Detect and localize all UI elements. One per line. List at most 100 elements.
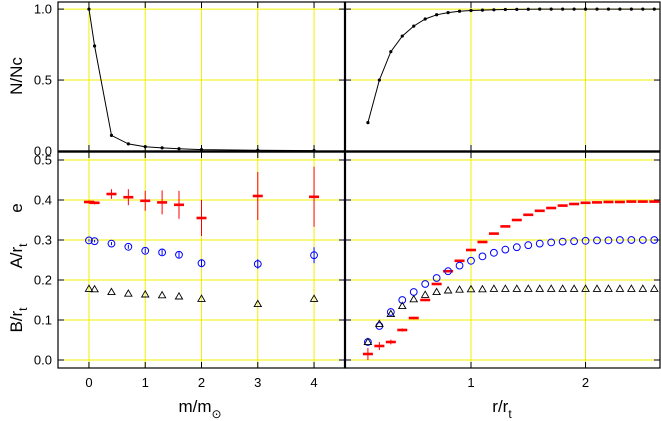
data-point: [652, 7, 656, 11]
data-point-b: [363, 337, 373, 346]
data-point-b: [140, 289, 150, 298]
data-point-a: [398, 296, 407, 304]
data-point: [561, 7, 565, 11]
data-point-b: [489, 284, 499, 292]
data-point-b: [466, 284, 476, 293]
data-point-b: [558, 284, 568, 292]
data-point-a: [107, 239, 116, 248]
data-point: [538, 7, 542, 11]
data-point-b: [500, 284, 510, 292]
data-point-a: [547, 238, 556, 247]
data-point: [583, 7, 588, 11]
xlabel-right-sub: t: [508, 407, 512, 421]
data-point: [641, 7, 645, 11]
data-point-a: [197, 259, 206, 268]
data-point-b: [535, 284, 545, 292]
data-point-b: [432, 287, 442, 296]
data-point-a: [478, 252, 487, 261]
data-point-b: [478, 284, 487, 293]
y-tick-label: 0.4: [34, 193, 52, 208]
ylabel-bottom-a-sub: t: [16, 243, 30, 247]
data-point-b: [157, 290, 167, 299]
data-point: [595, 7, 599, 11]
data-point: [143, 145, 147, 149]
data-point-b: [512, 284, 522, 292]
data-point-b: [253, 299, 263, 308]
data-point: [435, 13, 439, 17]
data-point: [492, 8, 496, 12]
data-point-a: [490, 248, 498, 257]
data-point-b: [374, 319, 384, 328]
data-point-a: [175, 250, 183, 259]
x-tick-label: 1: [142, 375, 149, 390]
ylabel-top: N/Nc: [7, 57, 26, 95]
data-point-b: [84, 284, 94, 292]
data-point-a: [421, 280, 430, 288]
data-point: [423, 17, 427, 21]
data-point: [515, 7, 519, 11]
data-point: [389, 50, 393, 54]
data-point: [549, 7, 553, 11]
data-point: [572, 7, 576, 11]
data-point: [109, 133, 114, 137]
data-point-a: [638, 236, 647, 244]
y-tick-label: 0.5: [34, 153, 52, 168]
ylabel-bottom-a: A/rt: [7, 243, 30, 269]
series-line: [367, 8, 655, 123]
data-point-b: [397, 301, 407, 310]
data-point-a: [85, 236, 93, 245]
y-tick-label: 0.1: [34, 313, 52, 328]
data-point-b: [409, 294, 419, 303]
data-point-a: [501, 245, 510, 254]
data-point-b: [309, 294, 319, 302]
data-point: [126, 142, 130, 146]
y-tick-label: 0.2: [34, 273, 52, 288]
y-tick-label: 0.5: [34, 73, 52, 88]
data-point: [618, 7, 622, 11]
xlabel-left-sub: ⊙: [211, 407, 221, 421]
data-point-a: [512, 243, 521, 252]
data-point-a: [581, 236, 590, 245]
y-tick-label: 0.3: [34, 233, 52, 248]
data-point: [160, 146, 164, 150]
data-point-a: [158, 248, 167, 257]
data-point: [87, 7, 91, 11]
data-point-a: [386, 308, 395, 316]
data-point: [606, 7, 611, 11]
x-tick-label: 0: [85, 375, 92, 390]
xlabel-right: r/rt: [492, 397, 512, 421]
data-point-a: [558, 237, 567, 246]
data-point-a: [253, 260, 262, 268]
data-point-b: [649, 284, 659, 292]
x-tick-label: 3: [254, 375, 261, 390]
data-point-b: [523, 284, 533, 292]
data-point-b: [569, 284, 579, 292]
x-tick-label: 2: [198, 375, 205, 390]
data-point-a: [124, 242, 133, 251]
data-point: [526, 7, 530, 11]
x-tick-label: 4: [310, 375, 317, 390]
data-point: [366, 121, 370, 125]
data-point-a: [593, 236, 601, 245]
series-line: [88, 9, 315, 152]
data-point-b: [174, 291, 184, 300]
data-point-a: [310, 251, 318, 260]
data-point-b: [455, 285, 464, 293]
data-point-b: [626, 284, 636, 292]
data-point-a: [524, 241, 533, 250]
data-point-a: [141, 246, 150, 255]
data-point-b: [604, 284, 613, 292]
data-point: [92, 44, 97, 48]
xlabel-right-main: r/r: [492, 397, 508, 416]
data-point-a: [432, 274, 441, 282]
ylabel-bottom-b-sub: t: [16, 307, 30, 311]
data-point-a: [90, 237, 99, 246]
data-point-b: [386, 309, 396, 318]
data-point-b: [615, 284, 625, 292]
data-point-b: [638, 284, 648, 292]
ylabel-bottom-b: B/rt: [7, 307, 30, 333]
ylabel-bottom-a-main: A/r: [7, 246, 26, 268]
data-point-b: [107, 287, 116, 296]
